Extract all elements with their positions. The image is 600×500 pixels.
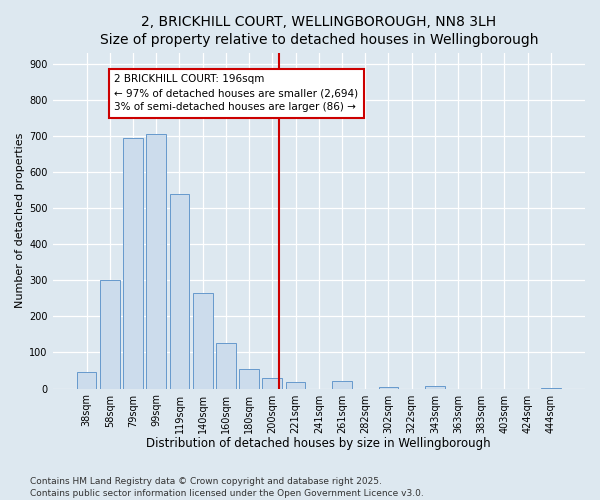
Bar (379, 387, 398, 388)
Bar (77, 372, 97, 388)
Bar (100, 280, 119, 388)
Bar (146, 134, 166, 388)
Bar (286, 382, 305, 388)
Bar (332, 382, 352, 388)
Bar (216, 344, 236, 388)
Y-axis label: Number of detached properties: Number of detached properties (15, 133, 25, 308)
Text: Contains HM Land Registry data © Crown copyright and database right 2025.
Contai: Contains HM Land Registry data © Crown c… (30, 476, 424, 498)
Title: 2, BRICKHILL COURT, WELLINGBOROUGH, NN8 3LH
Size of property relative to detache: 2, BRICKHILL COURT, WELLINGBOROUGH, NN8 … (100, 15, 538, 48)
Bar (425, 386, 445, 388)
Text: 2 BRICKHILL COURT: 196sqm
← 97% of detached houses are smaller (2,694)
3% of sem: 2 BRICKHILL COURT: 196sqm ← 97% of detac… (115, 74, 359, 112)
Bar (239, 368, 259, 388)
Bar (193, 293, 212, 388)
Bar (170, 194, 190, 388)
Bar (262, 378, 282, 388)
X-axis label: Distribution of detached houses by size in Wellingborough: Distribution of detached houses by size … (146, 437, 491, 450)
Bar (123, 138, 143, 388)
